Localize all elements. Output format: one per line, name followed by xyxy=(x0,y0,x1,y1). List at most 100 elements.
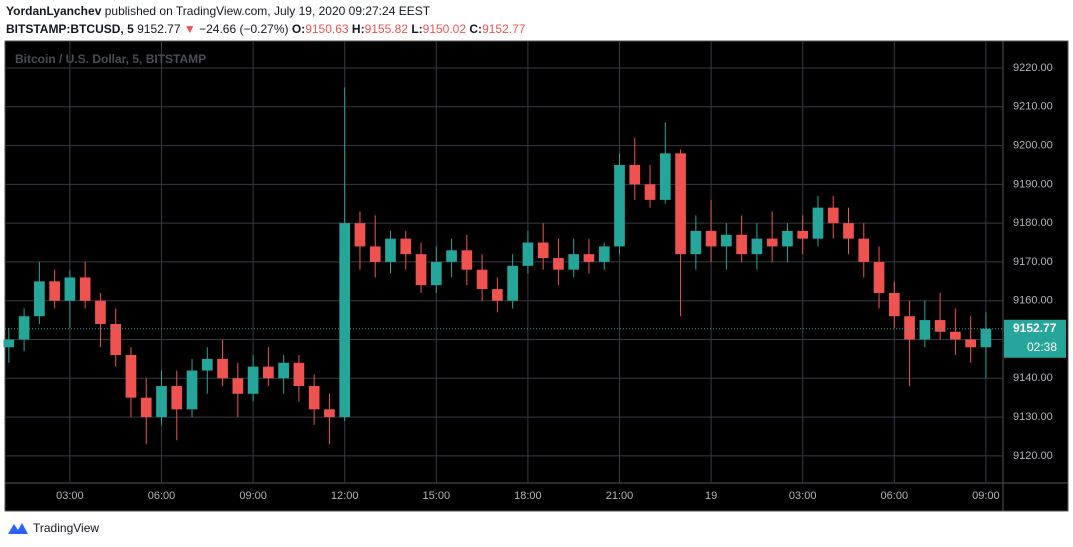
candle-body xyxy=(415,254,427,286)
candle-body xyxy=(812,207,824,239)
candle-body xyxy=(34,281,45,317)
footer[interactable]: TradingView xyxy=(8,521,99,535)
candle-body xyxy=(430,261,442,286)
x-tick-label: 09:00 xyxy=(239,490,267,502)
candle-body xyxy=(644,184,656,200)
candle-body xyxy=(476,269,488,290)
candle-body xyxy=(79,277,91,301)
candle-body xyxy=(843,223,854,239)
l-label: L: xyxy=(411,22,422,36)
x-tick-label: 03:00 xyxy=(789,490,817,502)
h-label: H: xyxy=(352,22,365,36)
symbol: BITSTAMP:BTCUSD, 5 xyxy=(6,22,134,36)
x-tick-label: 19 xyxy=(705,490,717,502)
candle-body xyxy=(721,234,732,247)
candle-body xyxy=(156,386,167,418)
candle-body xyxy=(339,223,351,418)
grid xyxy=(5,41,1003,483)
candle-body xyxy=(675,153,686,255)
arrow: ▼ xyxy=(184,22,196,36)
candle-body xyxy=(553,258,564,270)
y-tick-label: 9220.00 xyxy=(1013,62,1053,74)
y-tick-label: 9170.00 xyxy=(1013,256,1053,268)
candle-body xyxy=(950,331,961,340)
o-label: O: xyxy=(292,22,305,36)
candle-body xyxy=(965,339,976,348)
x-tick-label: 06:00 xyxy=(148,490,176,502)
change: −24.66 (−0.27%) xyxy=(199,22,288,36)
candle-body xyxy=(369,246,381,262)
candle-body xyxy=(64,277,76,301)
candle-body xyxy=(308,386,320,410)
publish-line: YordanLyanchev published on TradingView.… xyxy=(6,4,431,18)
candle-body xyxy=(614,164,625,247)
x-tick-label: 12:00 xyxy=(331,490,359,502)
price: 9152.77 xyxy=(137,22,181,36)
candle-body xyxy=(934,320,946,332)
candle-body xyxy=(690,230,702,255)
last-price-badge xyxy=(1004,319,1066,358)
candle-body xyxy=(919,320,931,340)
candle-body xyxy=(858,238,870,262)
candle-body xyxy=(492,289,503,301)
legend-line: BITSTAMP:BTCUSD, 5 9152.77 ▼ −24.66 (−0.… xyxy=(6,22,526,36)
candle-body xyxy=(888,292,900,317)
y-tick-label: 9190.00 xyxy=(1013,178,1053,190)
countdown-label: 02:38 xyxy=(1027,340,1057,354)
candle-body xyxy=(49,281,60,301)
x-tick-label: 03:00 xyxy=(56,490,84,502)
candle-body xyxy=(736,234,747,255)
y-tick-label: 9120.00 xyxy=(1013,450,1053,462)
candle-body xyxy=(766,238,778,247)
candle-body xyxy=(232,378,244,394)
published: published on TradingView.com, July 19, 2… xyxy=(105,4,431,18)
x-tick-label: 09:00 xyxy=(972,490,1000,502)
watermark: Bitcoin / U.S. Dollar, 5, BITSTAMP xyxy=(15,52,206,66)
h-value: 9155.82 xyxy=(365,22,409,36)
l-value: 9150.02 xyxy=(423,22,467,36)
candle-body xyxy=(18,316,30,340)
o-value: 9150.63 xyxy=(305,22,349,36)
y-tick-label: 9140.00 xyxy=(1013,372,1053,384)
chart-frame xyxy=(4,40,1069,512)
candle-body xyxy=(140,397,152,418)
candle-body xyxy=(201,358,213,371)
y-tick-label: 9200.00 xyxy=(1013,139,1053,151)
candle-body xyxy=(705,230,717,247)
candle-body xyxy=(537,242,549,259)
candle-body xyxy=(217,358,228,379)
x-tick-label: 21:00 xyxy=(606,490,634,502)
candle-body xyxy=(980,328,992,348)
y-tick-label: 9180.00 xyxy=(1013,217,1053,229)
candle-body xyxy=(385,238,396,262)
candle-body xyxy=(629,164,641,185)
candle-body xyxy=(797,230,809,239)
candle-body xyxy=(507,265,518,301)
candle-body xyxy=(3,339,15,348)
y-tick-label: 9210.00 xyxy=(1013,101,1053,113)
candle-body xyxy=(186,370,198,410)
candle-body xyxy=(827,207,839,224)
author: YordanLyanchev xyxy=(6,4,102,18)
candle-body xyxy=(751,238,763,255)
candle-body xyxy=(782,230,793,247)
candle-body xyxy=(278,362,289,379)
c-value: 9152.77 xyxy=(482,22,526,36)
candle-body xyxy=(293,362,305,387)
x-tick-label: 18:00 xyxy=(514,490,542,502)
last-price-label: 9152.77 xyxy=(1013,321,1057,335)
candle-body xyxy=(324,409,335,418)
c-label: C: xyxy=(469,22,482,36)
candle-body xyxy=(659,153,671,200)
y-tick-label: 9160.00 xyxy=(1013,295,1053,307)
candle-body xyxy=(598,246,610,262)
logo xyxy=(8,523,28,534)
candle-body xyxy=(583,254,595,262)
candle-body xyxy=(354,223,366,247)
candle-body xyxy=(171,386,183,410)
candle-body xyxy=(263,366,274,379)
candle-body xyxy=(110,323,122,356)
y-tick-label: 9130.00 xyxy=(1013,411,1053,423)
candle-body xyxy=(446,250,457,262)
candle-body xyxy=(247,366,259,394)
